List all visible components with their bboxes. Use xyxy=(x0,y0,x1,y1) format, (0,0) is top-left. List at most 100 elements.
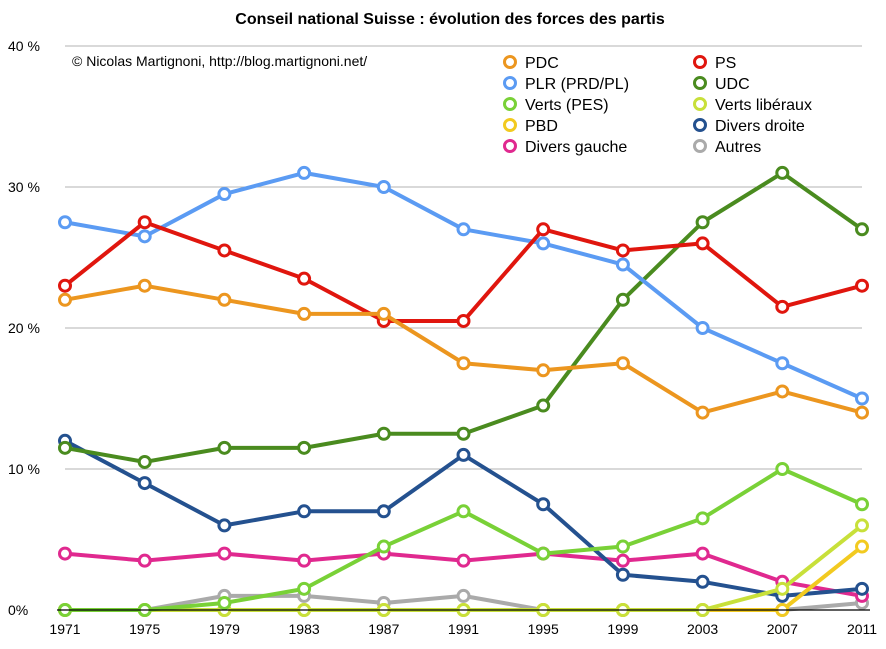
data-point xyxy=(217,187,232,202)
legend-label: Verts libéraux xyxy=(715,97,812,114)
data-point xyxy=(536,222,551,237)
data-point xyxy=(615,539,630,554)
legend-item: Divers gauche xyxy=(503,139,627,156)
data-point xyxy=(217,546,232,561)
data-point xyxy=(137,215,152,230)
legend-marker xyxy=(693,97,707,111)
data-point xyxy=(297,306,312,321)
legend-label: Verts (PES) xyxy=(525,97,609,114)
x-tick-label: 1971 xyxy=(49,621,80,637)
legend-label: Divers gauche xyxy=(525,139,627,156)
legend-item: PS xyxy=(693,55,736,72)
data-point xyxy=(137,476,152,491)
data-point xyxy=(137,553,152,568)
legend-marker xyxy=(503,118,517,132)
legend-marker xyxy=(693,55,707,69)
data-point xyxy=(695,574,710,589)
y-tick-label: 30 % xyxy=(8,179,40,195)
data-point xyxy=(137,278,152,293)
legend-label: Autres xyxy=(715,139,761,156)
legend-label: Divers droite xyxy=(715,118,805,135)
data-point xyxy=(855,581,869,596)
data-point xyxy=(855,405,869,420)
copyright-annotation: © Nicolas Martignoni, http://blog.martig… xyxy=(72,53,367,69)
data-point xyxy=(137,454,152,469)
data-point xyxy=(376,306,391,321)
data-point xyxy=(58,546,72,561)
legend-marker xyxy=(503,55,517,69)
legend-marker xyxy=(693,76,707,90)
data-point xyxy=(855,278,869,293)
legend-item: UDC xyxy=(693,76,750,93)
x-tick-label: 1987 xyxy=(368,621,399,637)
data-point xyxy=(376,426,391,441)
data-point xyxy=(775,384,790,399)
data-point xyxy=(855,518,869,533)
data-point xyxy=(695,321,710,335)
data-point xyxy=(615,243,630,258)
data-point xyxy=(695,405,710,420)
legend-marker xyxy=(503,139,517,153)
axis-layer: 0% 10 % 20 % 30 % 40 % 1971 1975 1979 1983 1987 19… xyxy=(8,38,877,637)
legend-item: Verts (PES) xyxy=(503,97,609,114)
x-tick-label: 1983 xyxy=(289,621,320,637)
data-point xyxy=(456,553,471,568)
data-point xyxy=(536,236,551,251)
x-tick-label: 1975 xyxy=(129,621,160,637)
series-4 xyxy=(58,462,869,617)
series-1 xyxy=(58,215,869,328)
data-point xyxy=(775,299,790,314)
series-3 xyxy=(58,165,869,469)
data-point xyxy=(536,497,551,512)
legend: PDC PS PLR (PRD/PL) UDC Verts (PES) Verts lib… xyxy=(503,55,812,156)
data-point xyxy=(775,462,790,476)
data-point xyxy=(615,257,630,272)
data-point xyxy=(536,546,551,561)
data-point xyxy=(615,567,630,582)
data-point xyxy=(297,553,312,568)
data-point xyxy=(217,243,232,258)
data-point xyxy=(217,518,232,533)
legend-item: Divers droite xyxy=(693,118,805,135)
data-point xyxy=(695,511,710,526)
data-point xyxy=(376,539,391,554)
data-point xyxy=(58,292,72,307)
y-tick-label: 40 % xyxy=(8,38,40,54)
series-7 xyxy=(58,433,869,603)
data-point xyxy=(456,222,471,237)
legend-label: PS xyxy=(715,55,736,72)
x-tick-label: 2007 xyxy=(767,621,798,637)
legend-label: PLR (PRD/PL) xyxy=(525,76,629,93)
data-point xyxy=(58,215,72,230)
legend-item: PDC xyxy=(503,55,559,72)
y-tick-label: 0% xyxy=(8,602,28,618)
series-2 xyxy=(58,165,869,406)
data-point xyxy=(456,447,471,462)
legend-item: PLR (PRD/PL) xyxy=(503,76,629,93)
legend-label: UDC xyxy=(715,76,750,93)
data-point xyxy=(695,236,710,251)
grid-layer xyxy=(65,45,862,470)
x-tick-label: 2003 xyxy=(687,621,718,637)
data-point xyxy=(217,292,232,307)
legend-label: PBD xyxy=(525,118,558,135)
legend-marker xyxy=(693,118,707,132)
data-point xyxy=(376,180,391,194)
data-point xyxy=(297,271,312,286)
legend-marker xyxy=(503,97,517,111)
data-point xyxy=(615,553,630,568)
series-0 xyxy=(58,278,869,420)
data-point xyxy=(217,440,232,455)
data-point xyxy=(456,426,471,441)
chart-title: Conseil national Suisse : évolution des … xyxy=(235,11,665,28)
data-point xyxy=(456,313,471,328)
data-point xyxy=(615,292,630,307)
data-point xyxy=(376,504,391,519)
data-point xyxy=(297,165,312,180)
data-point xyxy=(536,363,551,378)
data-point xyxy=(456,356,471,371)
x-tick-label: 1979 xyxy=(209,621,240,637)
